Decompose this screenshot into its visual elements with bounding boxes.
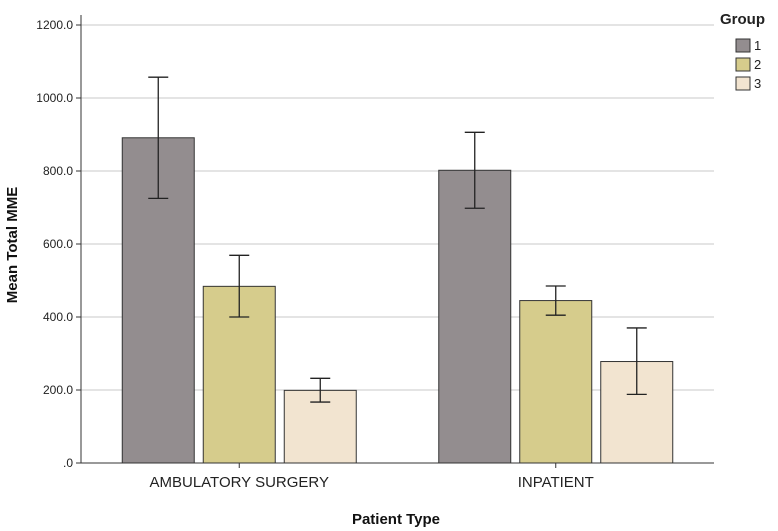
legend: Group 1 2 3 bbox=[720, 11, 765, 91]
error-bars bbox=[148, 76, 647, 403]
x-tick-label: INPATIENT bbox=[518, 474, 594, 491]
axes bbox=[76, 15, 714, 468]
y-tick-label: 600.0 bbox=[43, 237, 73, 251]
y-tick-label: 1200.0 bbox=[36, 18, 73, 32]
bar-inpatient-group-1 bbox=[438, 169, 512, 464]
bars bbox=[121, 137, 674, 464]
tick-labels: .0 200.0 400.0 600.0 800.0 1000.0 1200.0 AMBULA… bbox=[36, 18, 594, 491]
y-tick-label: .0 bbox=[63, 456, 73, 470]
legend-swatch-1 bbox=[735, 38, 751, 53]
y-axis-title: Mean Total MME bbox=[4, 187, 21, 303]
y-tick-label: 200.0 bbox=[43, 383, 73, 397]
bar-inpatient-group-2 bbox=[519, 300, 593, 464]
legend-title: Group bbox=[720, 11, 765, 28]
legend-label-1: 1 bbox=[754, 38, 761, 53]
legend-swatch-2 bbox=[735, 57, 751, 72]
y-tick-label: 400.0 bbox=[43, 310, 73, 324]
x-axis-title: Patient Type bbox=[352, 511, 440, 528]
y-tick-label: 800.0 bbox=[43, 164, 73, 178]
x-tick-label: AMBULATORY SURGERY bbox=[149, 474, 329, 491]
legend-label-3: 3 bbox=[754, 76, 761, 91]
legend-swatch-3 bbox=[735, 76, 751, 91]
legend-label-2: 2 bbox=[754, 57, 761, 72]
y-tick-label: 1000.0 bbox=[36, 91, 73, 105]
